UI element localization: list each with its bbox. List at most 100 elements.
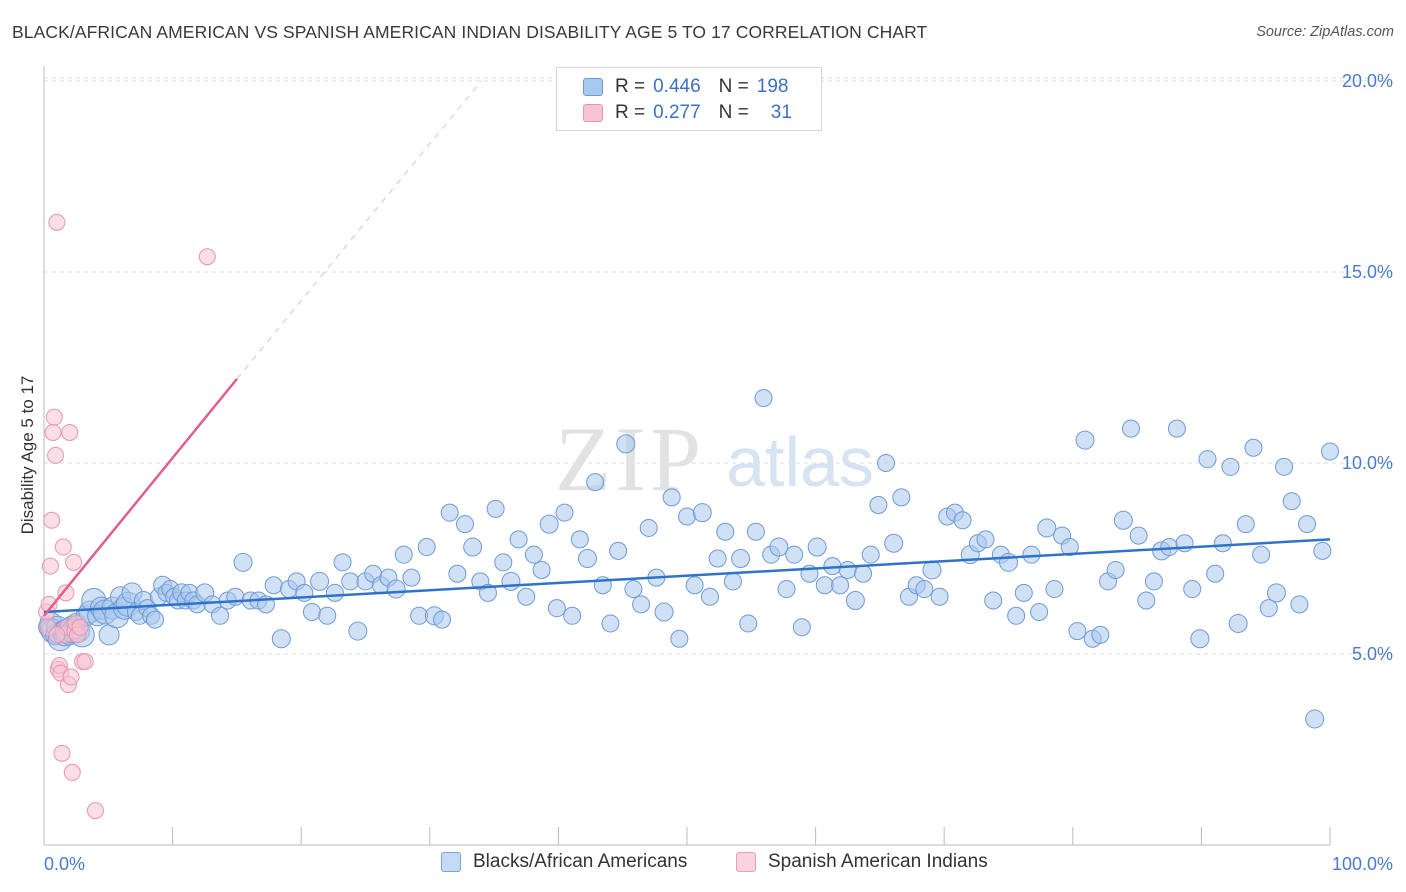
data-point-blue (1137, 591, 1156, 610)
data-point-blue (670, 629, 689, 648)
legend-n-value: 31 (770, 102, 792, 123)
data-point-blue (845, 591, 865, 611)
data-point-pink (48, 626, 66, 644)
data-point-blue (1060, 538, 1079, 557)
bottom-legend-pink: Spanish American Indians (736, 851, 988, 873)
y-axis-label: Disability Age 5 to 17 (18, 376, 37, 535)
data-point-blue (815, 576, 834, 595)
data-point-blue (892, 488, 911, 507)
data-point-blue (861, 545, 880, 564)
data-point-blue (1183, 580, 1202, 599)
data-point-blue (271, 629, 291, 649)
data-point-pink (71, 618, 89, 636)
bottom-legend-label-blue: Blacks/African Americans (473, 851, 688, 872)
data-point-blue (700, 587, 719, 606)
data-point-blue (539, 514, 559, 534)
data-point-pink (43, 511, 61, 529)
x-ticks: 0.0% 100.0% (44, 854, 1393, 874)
axes (43, 66, 1331, 846)
data-point-blue (1129, 526, 1148, 545)
data-point-pink (44, 423, 62, 441)
data-point-blue (976, 530, 995, 549)
data-point-blue (692, 503, 712, 523)
bottom-legend-swatch-pink (736, 852, 756, 872)
data-point-pink (57, 584, 75, 602)
data-point-blue (494, 553, 513, 572)
data-point-blue (716, 522, 735, 541)
data-point-pink (62, 668, 80, 686)
data-point-blue (831, 576, 850, 595)
data-point-pink (63, 763, 81, 781)
data-point-blue (1206, 564, 1225, 583)
data-point-blue (1167, 419, 1186, 438)
data-point-blue (1075, 430, 1095, 450)
data-point-blue (769, 537, 789, 557)
legend-n-label: N = (718, 76, 749, 97)
data-point-blue (348, 621, 368, 641)
data-point-blue (984, 591, 1003, 610)
legend-swatch-blue (583, 78, 603, 96)
data-point-blue (264, 576, 283, 595)
data-point-blue (1190, 629, 1210, 649)
data-point-blue (639, 518, 658, 537)
data-point-blue (1068, 622, 1087, 641)
data-point-blue (1213, 534, 1232, 553)
data-point-blue (930, 587, 949, 606)
data-point-blue (1030, 602, 1049, 621)
data-point-blue (1252, 545, 1271, 564)
data-point-pink (54, 538, 72, 556)
data-point-blue (433, 610, 452, 629)
data-point-blue (678, 507, 696, 526)
data-point-blue (601, 614, 620, 633)
data-point-pink (65, 553, 83, 571)
data-point-blue (1313, 541, 1332, 560)
data-point-blue (1282, 492, 1301, 511)
data-point-pink (198, 248, 216, 266)
y-tick-label: 5.0% (1352, 644, 1393, 664)
legend-n-value: 198 (756, 76, 789, 97)
data-point-pink (45, 408, 63, 426)
data-point-blue (577, 549, 597, 568)
data-point-blue (1106, 560, 1125, 579)
data-point-blue (953, 511, 972, 530)
watermark-zip: ZIP (555, 408, 705, 510)
data-point-blue (1236, 515, 1255, 534)
data-point-blue (1014, 583, 1033, 602)
data-point-blue (1037, 518, 1057, 538)
data-point-blue (1321, 442, 1339, 461)
data-point-pink (41, 557, 59, 575)
watermark-atlas: atlas (726, 423, 874, 501)
data-point-blue (555, 503, 574, 522)
data-point-blue (394, 545, 413, 564)
x-tick-label: 100.0% (1332, 854, 1393, 874)
data-point-blue (731, 549, 751, 568)
data-point-blue (1198, 450, 1217, 469)
y-tick-label: 20.0% (1342, 71, 1393, 91)
data-point-blue (708, 549, 727, 568)
data-point-blue (854, 564, 873, 583)
data-point-blue (1121, 419, 1140, 438)
data-point-blue (456, 515, 475, 534)
data-point-blue (685, 576, 704, 595)
trend-line-blue (43, 538, 1331, 614)
data-point-blue (632, 595, 651, 614)
data-point-blue (318, 606, 337, 625)
data-point-blue (547, 599, 566, 618)
data-point-blue (739, 614, 758, 633)
data-point-blue (517, 587, 536, 606)
data-point-blue (624, 580, 643, 599)
data-point-blue (233, 552, 253, 572)
data-point-blue (792, 618, 811, 637)
data-point-blue (563, 606, 582, 625)
data-point-blue (1259, 599, 1278, 618)
data-point-pink (61, 423, 79, 441)
data-point-blue (723, 572, 742, 591)
data-point-blue (586, 473, 605, 492)
legend-row-blue: R = 0.446 N = 198 (583, 74, 788, 100)
data-point-blue (448, 564, 467, 583)
legend-n-label: N = (718, 102, 749, 123)
y-ticks: 5.0% 10.0% 15.0% 20.0% (1342, 71, 1393, 664)
data-point-blue (211, 606, 230, 625)
data-point-blue (654, 602, 674, 622)
